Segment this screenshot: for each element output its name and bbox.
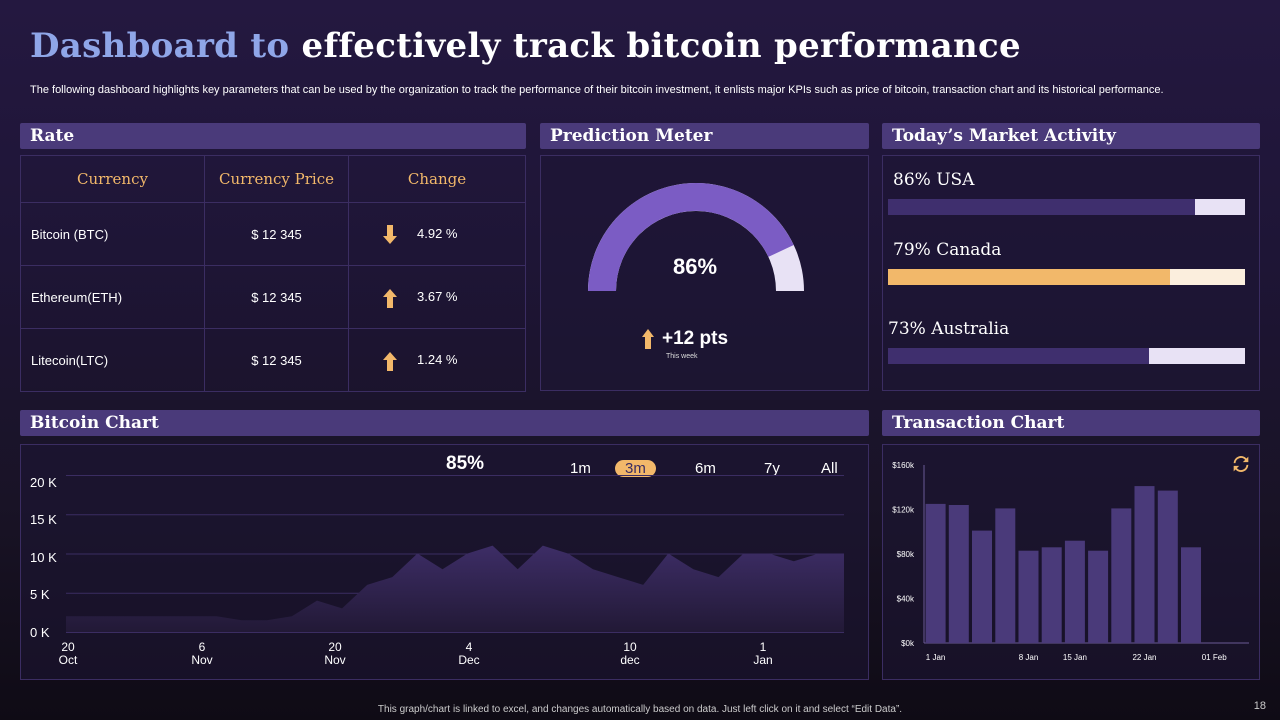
change-value: 3.67 % [417, 289, 458, 304]
y-tick: 10 K [30, 550, 57, 565]
page-title: Dashboard to effectively track bitcoin p… [30, 26, 1021, 66]
page-number: 18 [1253, 700, 1266, 712]
market-label-australia: 73% Australia [888, 319, 1010, 339]
y-tick: $0k [901, 639, 915, 648]
col-currency-price: Currency Price [204, 155, 349, 203]
x-tick: 22 Jan [1132, 653, 1156, 662]
currency-change: 3.67 % [348, 265, 526, 329]
market-bar-fill [888, 348, 1149, 364]
currency-price: $ 12 345 [204, 202, 349, 266]
table-row: Bitcoin (BTC) $ 12 345 4.92 % [20, 202, 526, 266]
rate-table-header-row: Currency Currency Price Change [20, 155, 526, 203]
y-tick: $40k [897, 595, 915, 604]
y-tick: $80k [897, 550, 915, 559]
market-bar-fill [888, 269, 1171, 285]
change-value: 1.24 % [417, 352, 458, 367]
table-row: Litecoin(LTC) $ 12 345 1.24 % [20, 328, 526, 392]
bar [995, 508, 1016, 643]
currency-price: $ 12 345 [204, 265, 349, 329]
x-tick: 10 dec [620, 640, 640, 667]
market-label-usa: 86% USA [893, 170, 975, 190]
timeframe-7y[interactable]: 7y [764, 460, 780, 477]
arrow-up-icon [383, 352, 397, 371]
bitcoin-chart-percent: 85% [446, 453, 485, 474]
bar [1064, 540, 1085, 643]
refresh-icon[interactable] [1230, 453, 1252, 475]
prediction-delta: +12 pts [662, 328, 729, 349]
currency-name: Ethereum(ETH) [20, 265, 205, 329]
market-bar-australia [888, 348, 1245, 364]
change-value: 4.92 % [417, 226, 458, 241]
currency-name: Litecoin(LTC) [20, 328, 205, 392]
timeframe-3m[interactable]: 3m [615, 460, 656, 477]
bitcoin-area-chart [66, 475, 844, 633]
x-tick: 8 Jan [1019, 653, 1039, 662]
timeframe-1m[interactable]: 1m [570, 460, 591, 477]
y-tick: $160k [892, 461, 915, 470]
market-label-canada: 79% Canada [893, 240, 1002, 260]
bitcoin-area-series [66, 545, 844, 632]
currency-change: 4.92 % [348, 202, 526, 266]
page-subtitle: The following dashboard highlights key p… [30, 84, 1164, 96]
footer-note: This graph/chart is linked to excel, and… [377, 704, 903, 715]
y-tick: 5 K [30, 587, 50, 602]
bitcoin-chart-panel [20, 444, 869, 680]
bitcoin-chart-header: Bitcoin Chart [20, 410, 869, 436]
transaction-bar-chart: $0k $40k $80k $120k $160k 1 Jan 8 Jan 15 Jan 22 … [892, 461, 1249, 662]
prediction-gauge [588, 183, 804, 291]
gauge-fill [588, 183, 794, 291]
col-change: Change [348, 155, 526, 203]
y-tick: 15 K [30, 512, 57, 527]
market-header: Today’s Market Activity [882, 123, 1260, 149]
y-tick: 20 K [30, 475, 57, 490]
x-tick: 1 Jan [926, 653, 946, 662]
title-part1: Dashboard to [30, 26, 290, 66]
prediction-header: Prediction Meter [540, 123, 869, 149]
timeframe-all[interactable]: All [821, 460, 838, 477]
title-part2: effectively track bitcoin performance [301, 26, 1021, 66]
rate-header: Rate [20, 123, 526, 149]
col-currency: Currency [20, 155, 205, 203]
x-tick: 01 Feb [1202, 653, 1227, 662]
arrow-down-icon [383, 225, 397, 244]
arrow-up-icon [383, 289, 397, 308]
bar [972, 530, 992, 643]
bar [1181, 547, 1201, 643]
market-bar-canada [888, 269, 1245, 285]
bar [948, 505, 969, 643]
currency-change: 1.24 % [348, 328, 526, 392]
x-tick: 15 Jan [1063, 653, 1087, 662]
bar [1088, 550, 1109, 643]
bar [925, 503, 946, 643]
currency-name: Bitcoin (BTC) [20, 202, 205, 266]
currency-price: $ 12 345 [204, 328, 349, 392]
market-bar-usa [888, 199, 1245, 215]
bar [1111, 508, 1132, 643]
bar [1157, 490, 1178, 643]
x-tick: 1 Jan [753, 640, 773, 667]
arrow-up-icon [642, 329, 654, 349]
prediction-period: This week [666, 353, 698, 360]
bar [1134, 486, 1155, 643]
x-tick: 20 Oct [58, 640, 78, 667]
x-tick: 4 Dec [458, 640, 480, 667]
y-tick: 0 K [30, 625, 50, 640]
bar [1041, 547, 1062, 643]
market-bar-fill [888, 199, 1196, 215]
y-tick: $120k [892, 506, 915, 515]
gauge-value: 86% [672, 254, 718, 279]
bar [1018, 550, 1039, 643]
x-tick: 20 Nov [324, 640, 346, 667]
rate-table: Currency Currency Price Change Bitcoin (… [20, 155, 526, 392]
transaction-chart-header: Transaction Chart [882, 410, 1260, 436]
table-row: Ethereum(ETH) $ 12 345 3.67 % [20, 265, 526, 329]
x-tick: 6 Nov [191, 640, 213, 667]
timeframe-6m[interactable]: 6m [695, 460, 716, 477]
